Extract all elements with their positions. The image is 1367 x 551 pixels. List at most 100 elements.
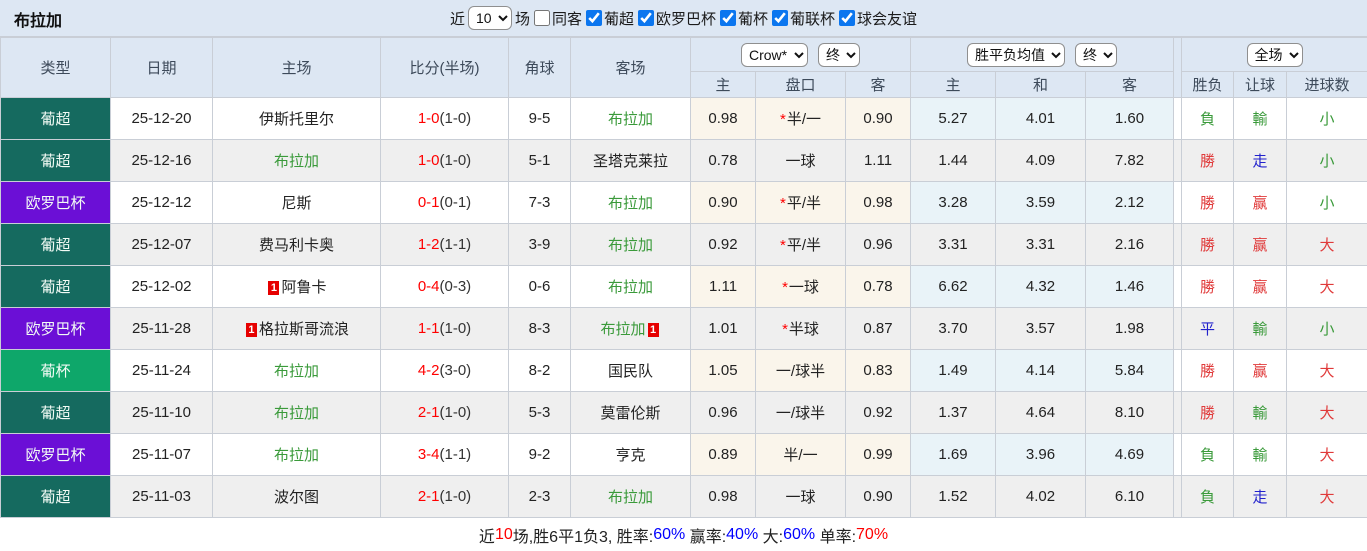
avg-away-odds: 7.82 bbox=[1086, 140, 1174, 182]
league-checkbox[interactable] bbox=[638, 10, 654, 26]
avg-state-select[interactable]: 终 bbox=[1075, 43, 1117, 67]
ah-home-odds: 1.11 bbox=[691, 266, 756, 308]
avg-home-odds: 1.37 bbox=[911, 392, 996, 434]
result-handicap: 赢 bbox=[1234, 266, 1287, 308]
avg-away-odds: 2.12 bbox=[1086, 182, 1174, 224]
corner-cell: 0-6 bbox=[509, 266, 571, 308]
col-header-corner: 角球 bbox=[509, 38, 571, 98]
league-filter-label: 葡超 bbox=[604, 8, 634, 29]
recent-count-select[interactable]: 10 bbox=[468, 6, 512, 30]
score-cell: 0-4(0-3) bbox=[381, 266, 509, 308]
ah-company-select[interactable]: Crow* bbox=[741, 43, 808, 67]
same-away-filter[interactable]: 同客 bbox=[533, 8, 582, 29]
avg-home-odds: 3.70 bbox=[911, 308, 996, 350]
ah-away-odds: 0.98 bbox=[846, 182, 911, 224]
result-goals: 大 bbox=[1287, 434, 1367, 476]
avg-draw-odds: 4.09 bbox=[996, 140, 1086, 182]
away-team[interactable]: 布拉加 bbox=[571, 182, 691, 224]
same-away-checkbox[interactable] bbox=[534, 10, 550, 26]
red-card-badge: 1 bbox=[246, 323, 257, 337]
avg-draw-odds: 4.01 bbox=[996, 98, 1086, 140]
topbar: 布拉加 近 10 场 同客 葡超欧罗巴杯葡杯葡联杯球会友谊 bbox=[0, 0, 1367, 37]
away-team[interactable]: 莫雷伦斯 bbox=[571, 392, 691, 434]
league-badge: 欧罗巴杯 bbox=[1, 308, 111, 350]
avg-home-odds: 1.52 bbox=[911, 476, 996, 518]
ah-state-select[interactable]: 终 bbox=[818, 43, 860, 67]
ah-away-odds: 1.11 bbox=[846, 140, 911, 182]
page-title: 布拉加 bbox=[14, 0, 62, 37]
avg-home-odds: 3.28 bbox=[911, 182, 996, 224]
score-cell: 0-1(0-1) bbox=[381, 182, 509, 224]
league-filter[interactable]: 欧罗巴杯 bbox=[637, 8, 716, 29]
ah-home-odds: 0.98 bbox=[691, 98, 756, 140]
home-team[interactable]: 费马利卡奥 bbox=[213, 224, 381, 266]
away-team[interactable]: 布拉加 bbox=[571, 476, 691, 518]
score-cell: 1-1(1-0) bbox=[381, 308, 509, 350]
avg-away-odds: 8.10 bbox=[1086, 392, 1174, 434]
away-team[interactable]: 亨克 bbox=[571, 434, 691, 476]
result-winloss: 負 bbox=[1182, 98, 1234, 140]
score-cell: 4-2(3-0) bbox=[381, 350, 509, 392]
col-header-result-wl: 胜负 bbox=[1182, 72, 1234, 98]
summary-text: 近 bbox=[479, 523, 495, 547]
avg-away-odds: 1.60 bbox=[1086, 98, 1174, 140]
away-team[interactable]: 布拉加 bbox=[571, 98, 691, 140]
league-badge: 葡超 bbox=[1, 224, 111, 266]
home-team[interactable]: 布拉加 bbox=[213, 140, 381, 182]
league-badge: 葡杯 bbox=[1, 350, 111, 392]
league-checkbox[interactable] bbox=[586, 10, 602, 26]
league-filter-label: 葡联杯 bbox=[790, 8, 835, 29]
avg-draw-odds: 3.57 bbox=[996, 308, 1086, 350]
avg-away-odds: 1.98 bbox=[1086, 308, 1174, 350]
away-team[interactable]: 布拉加 bbox=[571, 224, 691, 266]
result-goals: 小 bbox=[1287, 98, 1367, 140]
result-goals: 小 bbox=[1287, 308, 1367, 350]
corner-cell: 8-2 bbox=[509, 350, 571, 392]
match-date: 25-11-10 bbox=[111, 392, 213, 434]
league-badge: 葡超 bbox=[1, 392, 111, 434]
match-date: 25-11-03 bbox=[111, 476, 213, 518]
match-date: 25-11-24 bbox=[111, 350, 213, 392]
scope-select[interactable]: 全场 bbox=[1247, 43, 1303, 67]
home-team[interactable]: 布拉加 bbox=[213, 392, 381, 434]
score-cell: 1-2(1-1) bbox=[381, 224, 509, 266]
score-cell: 1-0(1-0) bbox=[381, 98, 509, 140]
league-filter[interactable]: 葡杯 bbox=[719, 8, 768, 29]
home-team[interactable]: 布拉加 bbox=[213, 434, 381, 476]
league-filter[interactable]: 葡联杯 bbox=[771, 8, 835, 29]
spacer-cell bbox=[1174, 476, 1182, 518]
match-date: 25-12-12 bbox=[111, 182, 213, 224]
ah-line: 半/一 bbox=[756, 434, 846, 476]
away-team[interactable]: 布拉加 bbox=[571, 266, 691, 308]
avg-away-odds: 2.16 bbox=[1086, 224, 1174, 266]
ah-line: 一球 bbox=[756, 476, 846, 518]
ah-line: *半球 bbox=[756, 308, 846, 350]
away-team[interactable]: 圣塔克莱拉 bbox=[571, 140, 691, 182]
league-checkbox[interactable] bbox=[772, 10, 788, 26]
avg-type-select[interactable]: 胜平负均值 bbox=[967, 43, 1065, 67]
home-team[interactable]: 波尔图 bbox=[213, 476, 381, 518]
spacer-cell bbox=[1174, 308, 1182, 350]
league-filter[interactable]: 葡超 bbox=[585, 8, 634, 29]
home-team[interactable]: 布拉加 bbox=[213, 350, 381, 392]
home-team[interactable]: 尼斯 bbox=[213, 182, 381, 224]
league-checkbox[interactable] bbox=[720, 10, 736, 26]
ah-line: *平/半 bbox=[756, 224, 846, 266]
league-checkbox[interactable] bbox=[839, 10, 855, 26]
avg-draw-odds: 3.31 bbox=[996, 224, 1086, 266]
spacer-cell bbox=[1174, 140, 1182, 182]
home-team[interactable]: 伊斯托里尔 bbox=[213, 98, 381, 140]
league-filter[interactable]: 球会友谊 bbox=[838, 8, 917, 29]
col-header-ah-line: 盘口 bbox=[756, 72, 846, 98]
away-team[interactable]: 国民队 bbox=[571, 350, 691, 392]
result-handicap: 輸 bbox=[1234, 98, 1287, 140]
avg-home-odds: 1.69 bbox=[911, 434, 996, 476]
ah-away-odds: 0.99 bbox=[846, 434, 911, 476]
